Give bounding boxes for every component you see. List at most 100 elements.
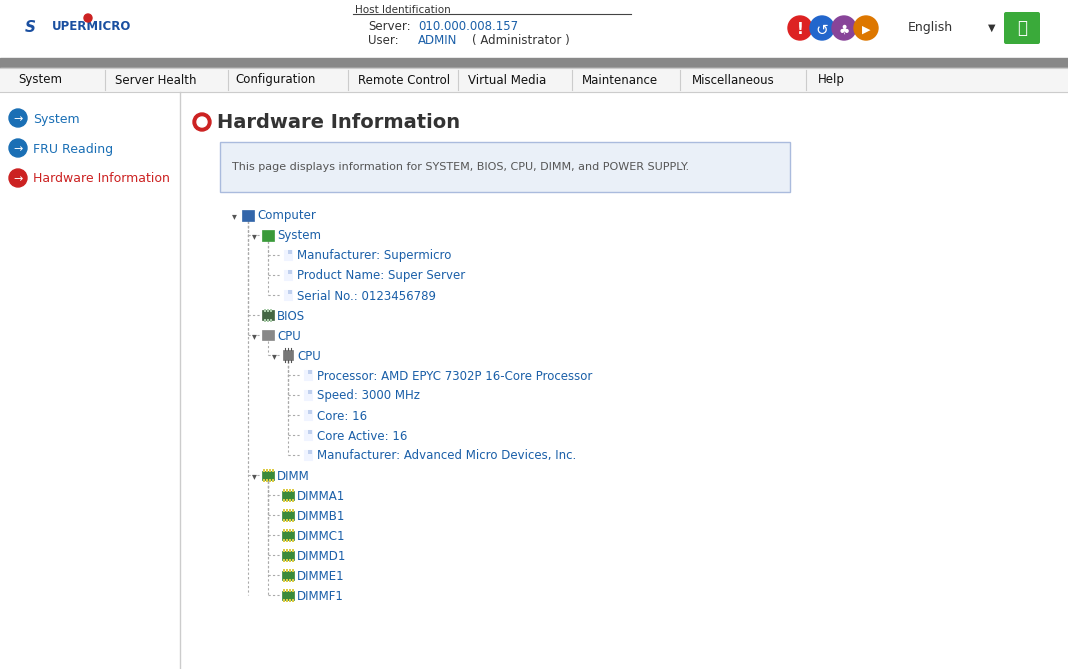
Bar	[0, 68, 1068, 92]
Text: Virtual Media: Virtual Media	[468, 74, 546, 86]
Bar	[269, 469, 271, 472]
Bar	[289, 589, 290, 592]
FancyBboxPatch shape	[1004, 12, 1040, 44]
Text: Server:: Server:	[368, 20, 410, 33]
Text: DIMMB1: DIMMB1	[297, 510, 345, 522]
Bar	[266, 469, 268, 472]
Text: Miscellaneous: Miscellaneous	[692, 74, 774, 86]
Bar	[286, 509, 288, 512]
Bar	[270, 309, 272, 312]
Bar	[264, 319, 266, 322]
Text: System: System	[18, 74, 62, 86]
Circle shape	[193, 113, 211, 131]
Bar	[304, 410, 312, 420]
Bar	[263, 469, 265, 472]
Text: Maintenance: Maintenance	[582, 74, 658, 86]
Bar	[267, 309, 269, 312]
Text: ADMIN: ADMIN	[418, 34, 457, 47]
Circle shape	[9, 109, 27, 127]
Bar	[289, 559, 290, 562]
Text: Hardware Information: Hardware Information	[217, 112, 460, 132]
Bar	[289, 599, 290, 602]
Bar	[282, 511, 294, 520]
Bar	[292, 559, 294, 562]
Bar	[286, 579, 288, 582]
Bar	[264, 309, 266, 312]
Bar	[308, 370, 312, 374]
Text: →: →	[13, 174, 22, 184]
Circle shape	[810, 16, 834, 40]
Text: CPU: CPU	[277, 330, 301, 343]
Text: FRU Reading: FRU Reading	[33, 142, 113, 155]
Text: Serial No.: 0123456789: Serial No.: 0123456789	[297, 290, 436, 302]
Bar	[282, 551, 294, 560]
Bar	[262, 471, 274, 480]
Bar	[283, 529, 285, 532]
Bar	[304, 450, 312, 460]
Bar	[270, 319, 272, 322]
Bar	[283, 589, 285, 592]
Bar	[286, 489, 288, 492]
Bar	[286, 589, 288, 592]
Bar	[882, 16, 1000, 40]
Bar	[308, 390, 312, 394]
Text: ♣: ♣	[838, 23, 850, 37]
Bar	[289, 529, 290, 532]
Bar	[284, 250, 292, 260]
Bar	[283, 499, 285, 502]
Text: Manufacturer: Supermicro: Manufacturer: Supermicro	[297, 250, 452, 262]
Text: ▾: ▾	[252, 231, 256, 241]
Bar	[288, 290, 292, 294]
Text: Host Identification: Host Identification	[355, 5, 451, 15]
Bar	[292, 589, 294, 592]
Bar	[286, 529, 288, 532]
Circle shape	[788, 16, 812, 40]
Bar	[269, 479, 271, 482]
Bar	[284, 270, 292, 280]
Bar	[267, 319, 269, 322]
Bar	[263, 479, 265, 482]
Text: BIOS: BIOS	[277, 310, 305, 322]
Bar	[289, 549, 290, 552]
Bar	[282, 531, 294, 540]
Text: Configuration: Configuration	[235, 74, 315, 86]
Text: DIMME1: DIMME1	[297, 569, 345, 583]
Text: DIMM: DIMM	[277, 470, 310, 482]
Text: ▼: ▼	[988, 23, 995, 33]
Ellipse shape	[4, 5, 90, 52]
Bar	[304, 390, 312, 400]
Bar	[292, 529, 294, 532]
Bar	[282, 591, 294, 600]
Bar	[292, 499, 294, 502]
Bar	[284, 290, 292, 300]
Circle shape	[832, 16, 855, 40]
Text: Speed: 3000 MHz: Speed: 3000 MHz	[317, 389, 420, 403]
Bar	[292, 549, 294, 552]
Text: Help: Help	[818, 74, 845, 86]
Text: Product Name: Super Server: Product Name: Super Server	[297, 270, 466, 282]
Bar	[272, 469, 274, 472]
Text: Processor: AMD EPYC 7302P 16-Core Processor: Processor: AMD EPYC 7302P 16-Core Proces…	[317, 369, 593, 383]
Text: Core: 16: Core: 16	[317, 409, 367, 423]
Bar	[0, 92, 1068, 669]
Bar	[289, 499, 290, 502]
Text: System: System	[277, 229, 321, 242]
Bar	[282, 491, 294, 500]
Bar	[283, 509, 285, 512]
Bar	[286, 599, 288, 602]
Circle shape	[854, 16, 878, 40]
Text: User:: User:	[368, 34, 398, 47]
Text: ↺: ↺	[816, 23, 829, 37]
Text: English: English	[908, 21, 953, 35]
Bar	[354, 4, 631, 56]
Bar	[283, 539, 285, 542]
Text: CPU: CPU	[297, 349, 320, 363]
Bar	[283, 549, 285, 552]
Text: Remote Control: Remote Control	[358, 74, 450, 86]
Text: ( Administrator ): ( Administrator )	[472, 34, 569, 47]
Text: Server Health: Server Health	[115, 74, 197, 86]
Bar	[292, 509, 294, 512]
Bar	[0, 92, 180, 669]
Text: Core Active: 16: Core Active: 16	[317, 429, 407, 442]
Text: →: →	[13, 114, 22, 124]
